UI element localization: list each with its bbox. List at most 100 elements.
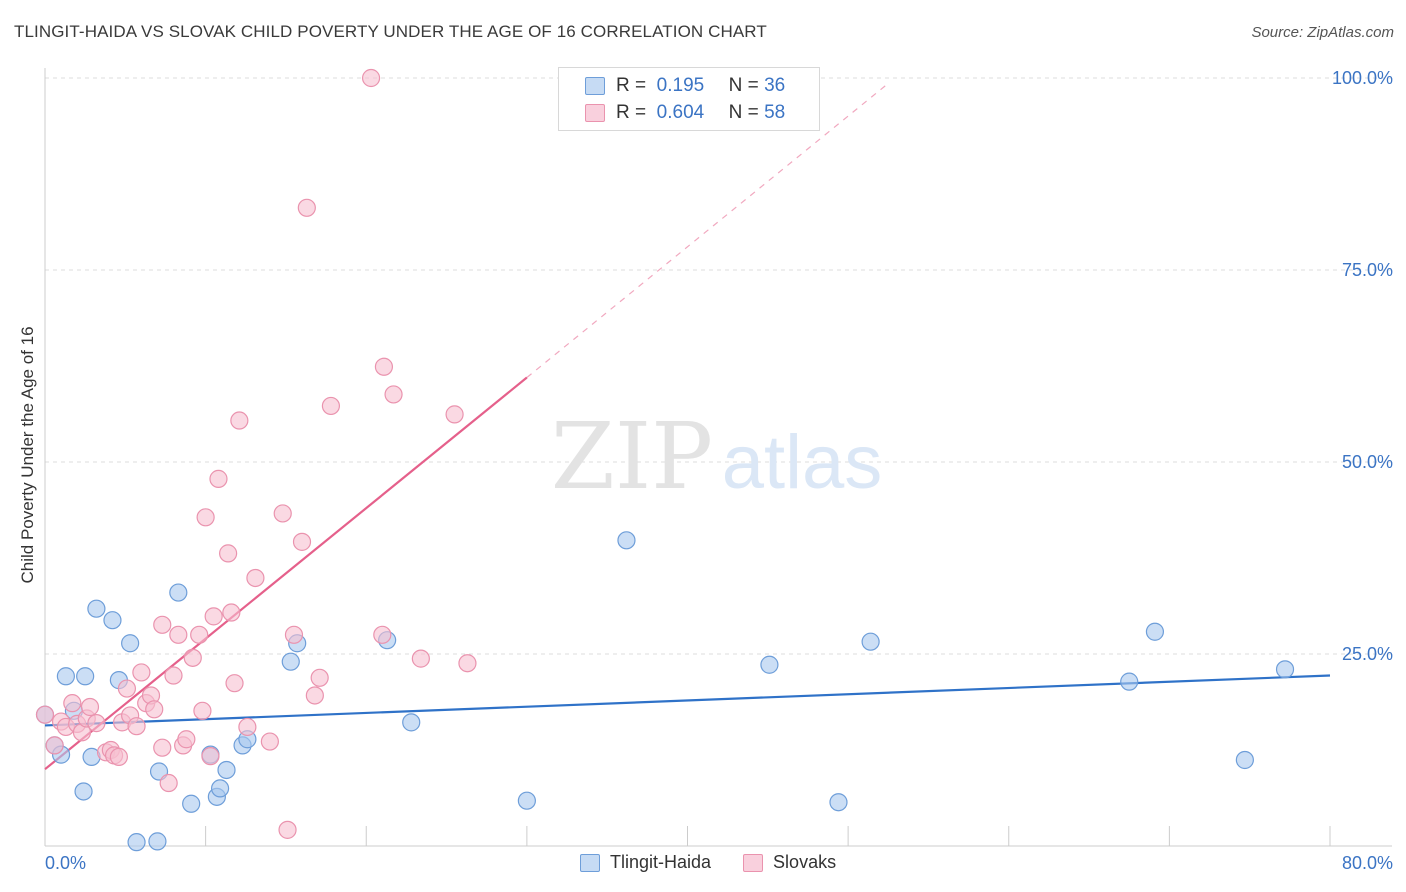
slovaks-point — [238, 717, 257, 737]
tlingit-haida-point — [127, 833, 146, 852]
tlingit-haida-trendline — [44, 674, 1331, 727]
legend-r-value: 0.604 — [656, 102, 705, 123]
slovaks-point — [183, 648, 202, 667]
legend-swatch-blue — [580, 853, 600, 872]
slovaks-point — [45, 736, 64, 755]
slovaks-point — [411, 649, 430, 668]
slovaks-point — [305, 686, 324, 705]
slovaks-point — [260, 732, 279, 751]
tlingit-haida-point — [1235, 750, 1254, 770]
slovaks-point — [246, 568, 265, 588]
slovaks-point — [284, 625, 304, 644]
y-tick-label: 50.0% — [1342, 452, 1393, 472]
watermark-atlas: atlas — [722, 420, 883, 505]
legend-item-label: Tlingit-Haida — [610, 852, 712, 872]
axes — [44, 68, 1392, 847]
slovaks-point — [292, 532, 312, 551]
slovaks-point — [117, 679, 137, 698]
legend-r-label: R = — [616, 75, 647, 96]
slovaks-point — [297, 198, 316, 217]
legend-swatch-pink — [585, 104, 605, 122]
y-tick-label: 75.0% — [1342, 260, 1393, 280]
slovaks-point — [132, 663, 151, 682]
slovaks-point — [87, 714, 106, 733]
y-tick-label: 100.0% — [1332, 68, 1393, 88]
x-tick-label-max: 80.0% — [1342, 853, 1393, 873]
legend-item-tlingit-haida[interactable]: Tlingit-Haida — [580, 852, 711, 873]
tlingit-haida-point — [861, 632, 880, 651]
tlingit-haida-point — [217, 760, 236, 780]
legend-r-label: R = — [616, 102, 647, 123]
slovaks-point — [190, 625, 209, 644]
slovaks-point — [222, 603, 241, 622]
slovaks-point — [193, 701, 212, 720]
tick-labels: 25.0% 50.0% 75.0% 100.0% 0.0% 80.0% — [45, 68, 1393, 873]
slovaks-point — [164, 666, 183, 685]
slovaks-point — [63, 694, 82, 713]
legend-swatch-blue — [585, 77, 605, 95]
slovaks-trendline-extension — [526, 82, 889, 378]
tlingit-haida-point — [760, 655, 779, 674]
slovaks-point — [35, 705, 55, 724]
slovaks-point — [374, 357, 394, 376]
slovaks-point — [153, 615, 172, 634]
trendlines — [44, 82, 1331, 771]
slovaks-point — [361, 68, 381, 88]
tlingit-haida-point — [281, 652, 300, 671]
tlingit-haida-point — [1145, 622, 1165, 641]
legend-row-slovaks: R = 0.604 N = 58 — [585, 101, 785, 125]
tlingit-haida-point — [87, 599, 106, 618]
slovaks-point — [145, 700, 164, 719]
watermark: ZIP atlas — [551, 403, 882, 510]
tlingit-haida-point — [76, 667, 95, 686]
slovaks-point — [201, 747, 220, 766]
gridlines — [45, 77, 1392, 655]
legend-n-value: 58 — [764, 102, 786, 123]
slovaks-point — [278, 820, 297, 839]
tlingit-haida-point — [182, 794, 201, 813]
data-points — [35, 68, 1295, 852]
legend-row-tlingit-haida: R = 0.195 N = 36 — [585, 74, 785, 98]
legend-item-slovaks[interactable]: Slovaks — [743, 852, 836, 873]
slovaks-point — [445, 405, 464, 424]
tlingit-haida-point — [103, 611, 122, 630]
tlingit-haida-point — [1120, 672, 1139, 691]
legend-n-label: N = — [728, 102, 759, 123]
slovaks-point — [169, 625, 188, 644]
tlingit-haida-point — [402, 713, 421, 732]
slovaks-point — [177, 730, 196, 749]
legend-n-value: 36 — [764, 75, 786, 96]
slovaks-point — [109, 747, 128, 767]
slovaks-point — [373, 625, 392, 644]
source-label: Source: ZipAtlas.com — [1251, 24, 1394, 41]
series-legend: Tlingit-Haida Slovaks — [580, 852, 868, 873]
tlingit-haida-point — [148, 832, 167, 851]
tlingit-haida-point — [121, 634, 140, 653]
legend-swatch-pink — [743, 853, 764, 872]
slovaks-point — [209, 469, 228, 488]
tlingit-haida-point — [1275, 660, 1295, 679]
slovaks-point — [225, 674, 244, 693]
y-tick-label: 25.0% — [1342, 644, 1393, 664]
slovaks-point — [458, 654, 477, 673]
slovaks-point — [159, 773, 178, 793]
legend-item-label: Slovaks — [773, 852, 837, 872]
slovaks-point — [310, 668, 329, 687]
tlingit-haida-point — [210, 779, 230, 798]
tlingit-haida-point — [617, 531, 636, 550]
legend-r-value: 0.195 — [656, 75, 705, 96]
slovaks-trendline — [44, 376, 528, 771]
slovaks-point — [321, 396, 341, 416]
tlingit-haida-point — [169, 583, 188, 602]
slovaks-point — [204, 607, 223, 626]
slovaks-point — [219, 544, 238, 563]
watermark-zip: ZIP — [551, 403, 713, 510]
slovaks-point — [384, 385, 403, 404]
slovaks-point — [230, 411, 249, 430]
slovaks-point — [80, 697, 100, 717]
tlingit-haida-point — [56, 667, 75, 686]
x-tick-label-min: 0.0% — [45, 853, 86, 873]
tlingit-haida-point — [829, 793, 848, 812]
chart-title: TLINGIT-HAIDA VS SLOVAK CHILD POVERTY UN… — [14, 22, 767, 41]
